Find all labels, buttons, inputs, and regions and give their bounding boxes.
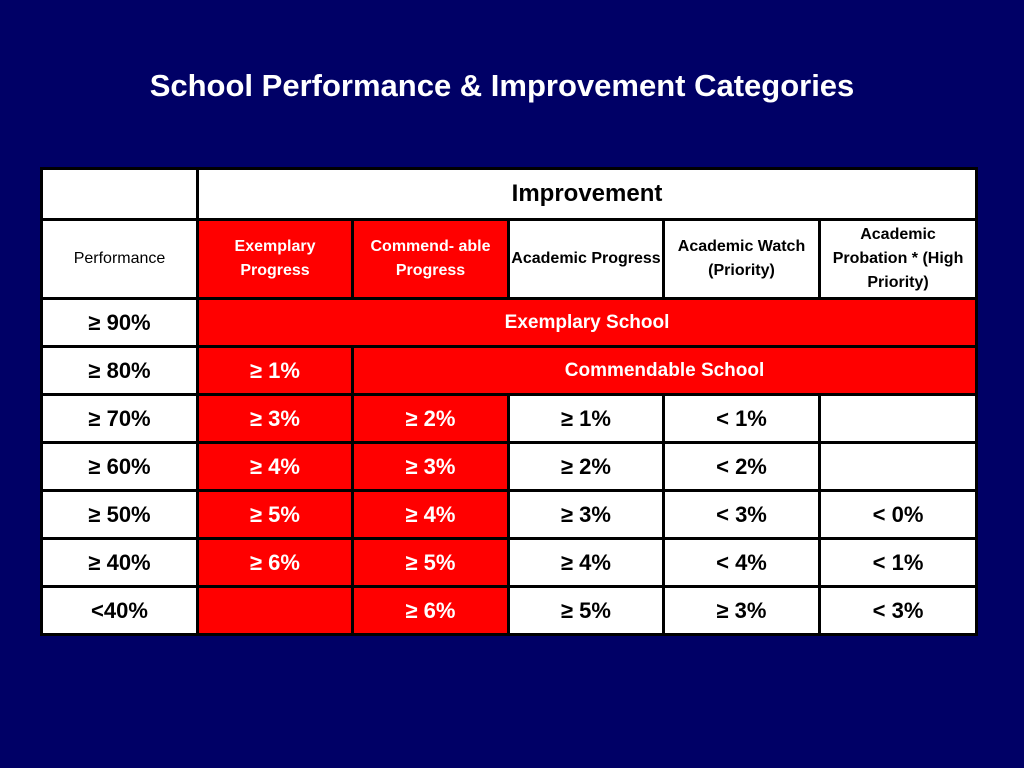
- table-row: ≥ 70% ≥ 3% ≥ 2% ≥ 1% < 1%: [40, 393, 979, 444]
- performance-improvement-table: Improvement Performance Exemplary Progre…: [40, 167, 979, 636]
- page-title: School Performance & Improvement Categor…: [149, 68, 855, 103]
- table-cell: [196, 585, 354, 636]
- table-cell: < 2%: [662, 441, 821, 492]
- performance-cell: ≥ 90%: [40, 297, 199, 348]
- table-cell: ≥ 3%: [351, 441, 510, 492]
- performance-cell: ≥ 60%: [40, 441, 199, 492]
- table-cell: < 1%: [817, 537, 979, 588]
- table-cell: ≥ 5%: [196, 489, 354, 540]
- table-cell: ≥ 6%: [196, 537, 354, 588]
- corner-cell: [40, 167, 199, 221]
- table-cell: ≥ 3%: [196, 393, 354, 444]
- column-header-academic-watch: Academic Watch (Priority): [662, 218, 821, 300]
- commendable-school-cell: Commendable School: [350, 345, 979, 396]
- table-cell: < 3%: [662, 489, 821, 540]
- table-row: ≥ 80% ≥ 1% Commendable School: [40, 345, 979, 396]
- performance-cell: ≥ 50%: [40, 489, 199, 540]
- table-cell: ≥ 4%: [351, 489, 510, 540]
- header-row: Improvement: [40, 167, 979, 221]
- table-cell: ≥ 2%: [351, 393, 510, 444]
- table-cell: ≥ 5%: [351, 537, 510, 588]
- performance-cell: ≥ 80%: [40, 345, 199, 396]
- table-cell: < 0%: [817, 489, 979, 540]
- table-row: ≥ 50% ≥ 5% ≥ 4% ≥ 3% < 3% < 0%: [40, 489, 979, 540]
- performance-cell: ≥ 70%: [40, 393, 199, 444]
- table-cell: < 1%: [662, 393, 821, 444]
- table-cell: ≥ 4%: [196, 441, 354, 492]
- subheader-row: Performance Exemplary Progress Commend- …: [40, 218, 979, 300]
- table-row: ≥ 60% ≥ 4% ≥ 3% ≥ 2% < 2%: [40, 441, 979, 492]
- table-cell: ≥ 2%: [507, 441, 665, 492]
- table-cell: ≥ 4%: [507, 537, 665, 588]
- table-cell: ≥ 5%: [507, 585, 665, 636]
- table-cell: ≥ 1%: [196, 345, 354, 396]
- column-header-academic-progress: Academic Progress: [507, 218, 665, 300]
- table-row: ≥ 40% ≥ 6% ≥ 5% ≥ 4% < 4% < 1%: [40, 537, 979, 588]
- performance-cell: ≥ 40%: [40, 537, 199, 588]
- table-cell: ≥ 1%: [507, 393, 665, 444]
- table-row: <40% ≥ 6% ≥ 5% ≥ 3% < 3%: [40, 585, 979, 636]
- table-cell: < 3%: [817, 585, 979, 636]
- performance-cell: <40%: [40, 585, 199, 636]
- improvement-header: Improvement: [195, 167, 979, 221]
- column-header-commendable-progress: Commend- able Progress: [351, 218, 510, 300]
- column-header-exemplary-progress: Exemplary Progress: [196, 218, 354, 300]
- table-cell: < 4%: [662, 537, 821, 588]
- table-cell: ≥ 6%: [351, 585, 510, 636]
- table-cell: [817, 393, 979, 444]
- table-cell: [817, 441, 979, 492]
- column-header-academic-probation: Academic Probation * (High Priority): [817, 218, 979, 300]
- table-row: ≥ 90% Exemplary School: [40, 297, 979, 348]
- performance-header: Performance: [40, 218, 199, 300]
- table-cell: ≥ 3%: [662, 585, 821, 636]
- exemplary-school-cell: Exemplary School: [195, 297, 979, 348]
- table-cell: ≥ 3%: [507, 489, 665, 540]
